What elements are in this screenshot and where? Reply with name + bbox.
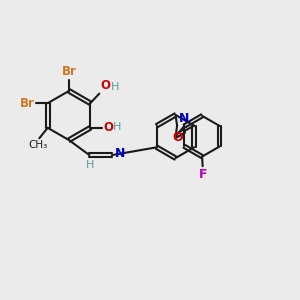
Text: Br: Br xyxy=(61,65,76,78)
Text: H: H xyxy=(113,122,121,132)
Text: CH₃: CH₃ xyxy=(28,140,48,150)
Text: O: O xyxy=(100,80,110,92)
Text: H: H xyxy=(85,160,94,170)
Text: O: O xyxy=(172,131,183,144)
Text: F: F xyxy=(198,168,207,181)
Text: H: H xyxy=(110,82,119,92)
Text: N: N xyxy=(115,147,125,160)
Text: O: O xyxy=(103,121,113,134)
Text: N: N xyxy=(178,112,189,125)
Text: Br: Br xyxy=(20,97,34,110)
